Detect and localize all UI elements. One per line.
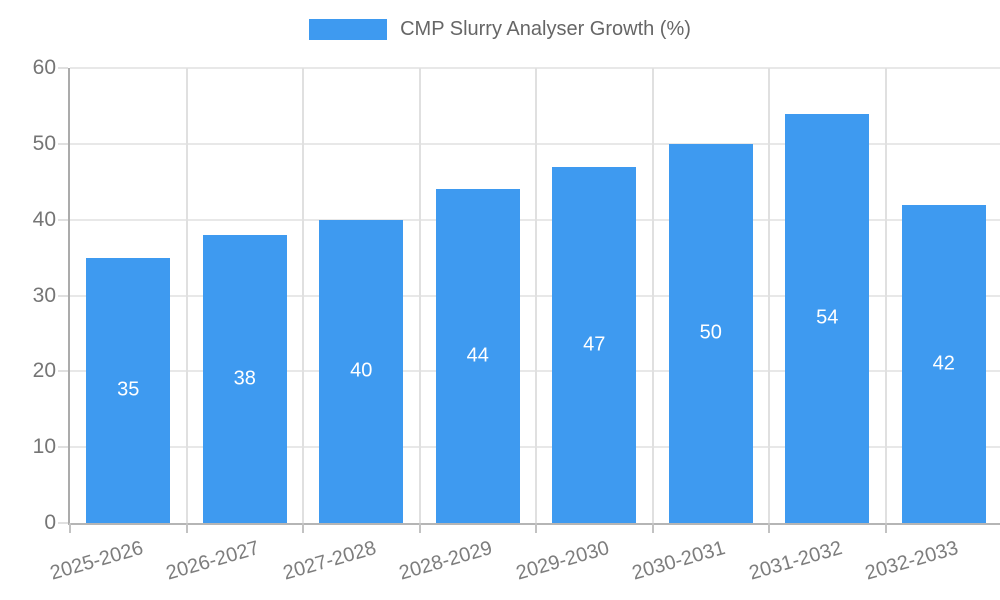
gridline-vertical xyxy=(535,68,537,523)
gridline-vertical xyxy=(884,68,887,523)
plot-area: 35 38 40 44 47 50 54 42 xyxy=(58,67,1000,533)
x-axis-tick-label: 2028-2029 xyxy=(396,537,495,585)
bar-value-label: 44 xyxy=(466,344,489,367)
bar-2030-2031[interactable]: 50 xyxy=(668,143,753,523)
bar-value-label: 42 xyxy=(932,352,955,375)
x-tick-mark xyxy=(768,523,770,533)
legend-label: CMP Slurry Analyser Growth (%) xyxy=(400,18,691,40)
y-axis-tick-label: 10 xyxy=(32,435,56,459)
gridline-vertical xyxy=(302,68,304,523)
bar-2025-2026[interactable]: 35 xyxy=(86,257,171,523)
y-axis-tick-label: 60 xyxy=(32,56,56,79)
bar-2028-2029[interactable]: 44 xyxy=(435,189,520,523)
x-axis-tick-label: 2027-2028 xyxy=(280,537,379,585)
y-tick-mark xyxy=(58,446,68,449)
legend-swatch-icon xyxy=(309,19,388,40)
bar-2029-2030[interactable]: 47 xyxy=(552,166,637,523)
y-axis-tick-label: 50 xyxy=(32,131,56,155)
x-axis-tick-label: 2025-2026 xyxy=(47,537,146,585)
bar-value-label: 35 xyxy=(117,378,140,401)
x-tick-mark xyxy=(418,523,421,533)
y-tick-mark xyxy=(58,522,68,524)
y-axis-tick-label: 40 xyxy=(32,207,56,231)
y-tick-mark xyxy=(58,218,68,221)
y-axis-tick-label: 30 xyxy=(32,283,56,307)
x-tick-mark xyxy=(535,523,537,533)
bar-2027-2028[interactable]: 40 xyxy=(319,219,404,523)
bar-value-label: 40 xyxy=(350,359,373,382)
bar-value-label: 38 xyxy=(233,367,256,390)
bar-value-label: 50 xyxy=(699,321,722,344)
x-tick-mark xyxy=(185,523,188,533)
y-tick-mark xyxy=(58,370,68,373)
y-axis-tick-label: 0 xyxy=(44,511,56,534)
bar-2026-2027[interactable]: 38 xyxy=(202,234,287,523)
x-axis-tick-label: 2026-2027 xyxy=(163,537,262,585)
chart-legend[interactable]: CMP Slurry Analyser Growth (%) xyxy=(0,18,1000,41)
gridline-vertical xyxy=(768,68,770,523)
bar-2031-2032[interactable]: 54 xyxy=(785,113,870,523)
x-axis-tick-label: 2031-2032 xyxy=(746,537,845,585)
gridline-vertical xyxy=(651,68,654,523)
bar-2032-2033[interactable]: 42 xyxy=(901,204,986,523)
x-tick-mark xyxy=(884,523,887,533)
gridline-vertical xyxy=(418,68,421,523)
x-tick-mark xyxy=(651,523,654,533)
y-tick-mark xyxy=(58,67,68,69)
y-tick-mark xyxy=(58,294,68,297)
x-axis-tick-label: 2029-2030 xyxy=(513,537,612,585)
y-tick-mark xyxy=(58,142,68,145)
x-axis-tick-label: 2032-2033 xyxy=(862,537,961,585)
y-axis-tick-label: 20 xyxy=(32,359,56,383)
x-axis-tick-label: 2030-2031 xyxy=(629,537,728,585)
x-tick-mark xyxy=(302,523,304,533)
x-tick-mark xyxy=(69,523,71,533)
gridline-vertical xyxy=(185,68,188,523)
bar-value-label: 47 xyxy=(583,333,606,356)
bar-value-label: 54 xyxy=(816,306,839,329)
